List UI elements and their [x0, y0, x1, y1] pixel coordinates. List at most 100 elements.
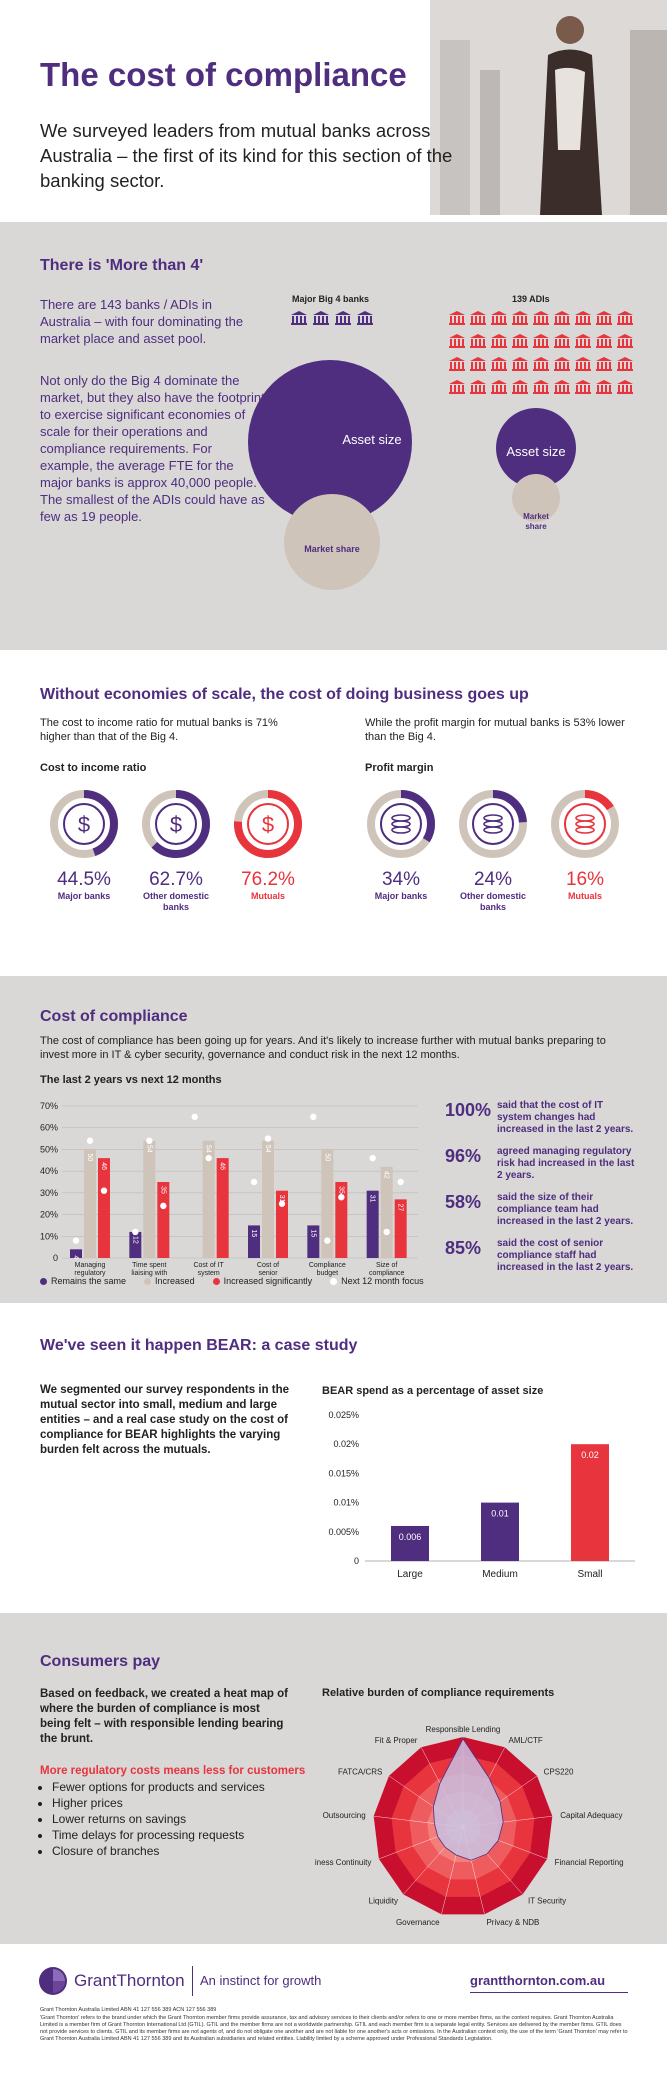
bank-icon	[448, 379, 466, 400]
stat-text: said that the cost of IT system changes …	[497, 1100, 634, 1135]
bar	[248, 1225, 260, 1258]
bank-icon	[469, 310, 487, 331]
hero-photo	[430, 0, 667, 215]
list-item: Lower returns on savings	[52, 1811, 265, 1827]
list-item: Closure of branches	[52, 1843, 265, 1859]
legend-entry: Increased significantly	[212, 1276, 312, 1286]
bar	[571, 1444, 609, 1561]
page-title: The cost of compliance	[40, 56, 407, 93]
x-tick-label: senior	[258, 1270, 278, 1277]
compliance-bar-chart: 0 10% 20% 30% 40% 50% 60% 70% 4 50 46 Managingregul…	[40, 1101, 418, 1277]
bank-icon	[595, 310, 613, 331]
legal-disclaimer: 'Grant Thornton' refers to the brand und…	[40, 2015, 628, 2042]
big4-market-label: Market share	[304, 544, 360, 554]
radar-axis-label: FATCA/CRS	[338, 1767, 382, 1776]
stat-number: 100%	[445, 1100, 492, 1120]
focus-dot	[338, 1194, 345, 1201]
ratio-label: Other domestic banks	[142, 891, 209, 912]
bar	[129, 1231, 142, 1258]
logo-text: GrantThornton	[74, 1971, 185, 1990]
ratio-item: 34% Major banks	[355, 788, 447, 902]
radar-axis-label: Liquidity	[369, 1896, 398, 1905]
bank-icon	[574, 333, 592, 354]
asset-bubbles	[248, 360, 576, 590]
bar	[394, 1199, 407, 1258]
y-tick-label: 30%	[40, 1188, 58, 1198]
bar	[202, 1140, 215, 1258]
legend-entry: Increased	[144, 1276, 195, 1286]
x-tick-label: liaising with	[131, 1270, 167, 1277]
x-tick-label: regulatory	[74, 1270, 106, 1277]
bar-value-label: 27	[397, 1203, 404, 1211]
x-tick-label: Managing	[75, 1262, 106, 1269]
legal-abn: Grant Thornton Australia Limited ABN 41 …	[40, 2007, 217, 2013]
focus-dot	[310, 1113, 317, 1121]
bar	[70, 1249, 82, 1258]
bank-icon	[574, 310, 592, 331]
section-title: We've seen it happen BEAR: a case study	[40, 1337, 358, 1354]
bank-icon	[616, 310, 634, 331]
radar-axis-label: AML/CTF	[509, 1736, 543, 1745]
radar-chart-title: Relative burden of compliance requiremen…	[322, 1687, 555, 1699]
ratio-ring	[459, 790, 527, 858]
stat-text: said the cost of senior compliance staff…	[497, 1238, 634, 1273]
adi-asset-label: Asset size	[506, 444, 566, 459]
bar	[335, 1182, 348, 1258]
bar	[84, 1149, 96, 1258]
consumers-text: Based on feedback, we created a heat map…	[40, 1688, 288, 1745]
radar-value-area	[432, 1738, 504, 1861]
ratio-item: $62.7% Other domestic banks	[130, 788, 222, 913]
bar	[98, 1158, 110, 1258]
bar-value-label: 0.006	[399, 1532, 422, 1542]
bar	[143, 1140, 156, 1258]
bank-icon	[469, 333, 487, 354]
bar	[366, 1190, 379, 1258]
bank-icon	[532, 333, 550, 354]
bank-icon	[290, 310, 308, 331]
coins-icon	[380, 803, 422, 845]
stat-row: 85% said the cost of senior compliance st…	[445, 1238, 645, 1274]
ratio-ring: $	[234, 790, 302, 858]
bar	[157, 1182, 170, 1258]
bank-icon	[490, 310, 508, 331]
bank-icon	[448, 310, 466, 331]
bear-chart-title: BEAR spend as a percentage of asset size	[322, 1385, 544, 1397]
bank-icon	[511, 379, 529, 400]
bar-value-label: 31	[369, 1195, 376, 1203]
bar	[391, 1525, 429, 1561]
cost-ratio-text: The cost to income ratio for mutual bank…	[40, 717, 278, 743]
stat-number: 58%	[445, 1192, 482, 1212]
bar	[307, 1225, 320, 1258]
bank-icon	[490, 356, 508, 377]
radar-axis-label: Financial Reporting	[555, 1858, 624, 1867]
bar-value-label: 54	[205, 1145, 212, 1153]
tagline: An instinct for growth	[200, 1973, 322, 1988]
bank-icon	[469, 356, 487, 377]
ratio-ring	[367, 790, 435, 858]
bar	[380, 1166, 393, 1258]
ratio-item: 24% Other domestic banks	[447, 788, 539, 913]
x-tick-label: compliance	[369, 1270, 405, 1277]
bank-icon	[616, 356, 634, 377]
website-link[interactable]: grantthornton.com.au	[470, 1973, 606, 1988]
list-item: Time delays for processing requests	[52, 1827, 265, 1843]
big4-bank-icons	[290, 310, 378, 331]
stat-row: 100% said that the cost of IT system chan…	[445, 1100, 645, 1136]
profit-margin-title: Profit margin	[365, 762, 434, 774]
y-tick-label: 0.02%	[333, 1439, 359, 1449]
bar-value-label: 50	[86, 1154, 93, 1162]
bar-value-label: 42	[383, 1171, 390, 1179]
focus-dot	[191, 1113, 198, 1121]
adi-asset-bubble	[496, 408, 576, 488]
ratio-ring	[551, 790, 619, 858]
focus-dot	[383, 1228, 390, 1236]
x-tick-label: Large	[397, 1569, 423, 1580]
bear-section: We've seen it happen BEAR: a case study …	[0, 1303, 667, 1613]
stat-row: 58% said the size of their compliance tea…	[445, 1192, 645, 1228]
woman-silhouette-image	[430, 0, 667, 215]
bank-icon	[553, 356, 571, 377]
big4-label: Major Big 4 banks	[292, 294, 370, 304]
radar-axis-label: Capital Adequacy	[560, 1811, 622, 1820]
x-tick-label: system	[198, 1270, 220, 1277]
bank-icon	[511, 356, 529, 377]
